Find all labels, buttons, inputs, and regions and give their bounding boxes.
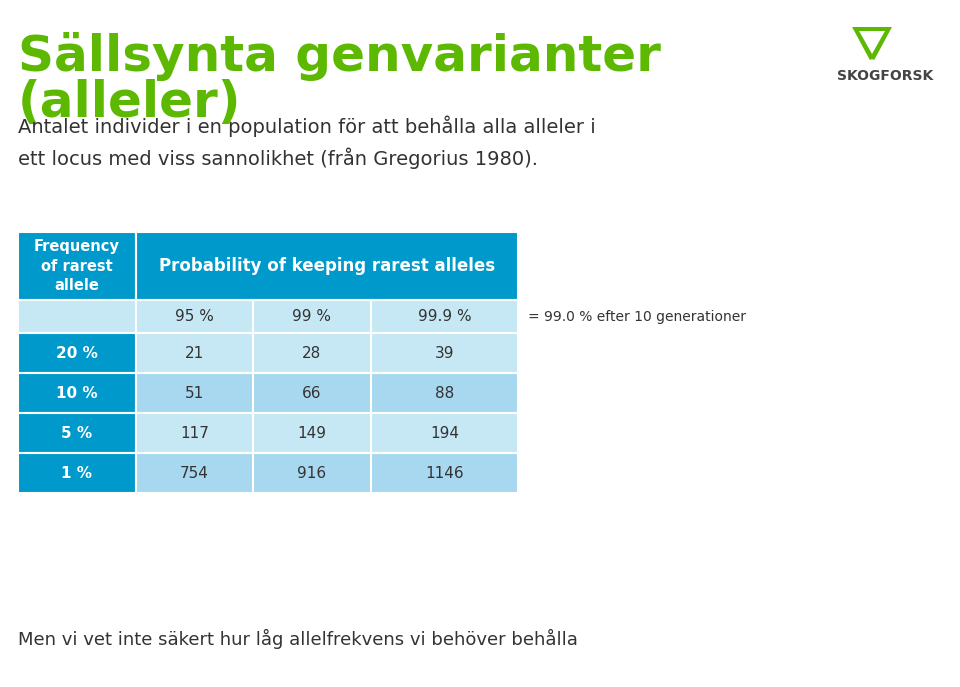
Text: 21: 21: [184, 346, 204, 361]
Text: 149: 149: [298, 425, 326, 440]
Text: 10 %: 10 %: [56, 385, 98, 401]
FancyBboxPatch shape: [135, 453, 253, 493]
Text: 20 %: 20 %: [56, 346, 98, 361]
Text: 99.9 %: 99.9 %: [418, 309, 471, 324]
FancyBboxPatch shape: [371, 300, 518, 333]
Text: 1146: 1146: [425, 466, 464, 480]
Text: 39: 39: [435, 346, 454, 361]
FancyBboxPatch shape: [18, 333, 135, 373]
Text: 194: 194: [430, 425, 459, 440]
Text: Antalet individer i en population för att behålla alla alleler i
ett locus med v: Antalet individer i en population för at…: [18, 115, 596, 168]
Text: Probability of keeping rarest alleles: Probability of keeping rarest alleles: [158, 257, 495, 275]
FancyBboxPatch shape: [18, 300, 135, 333]
FancyBboxPatch shape: [371, 413, 518, 453]
FancyBboxPatch shape: [253, 413, 371, 453]
FancyBboxPatch shape: [18, 413, 135, 453]
FancyBboxPatch shape: [253, 333, 371, 373]
Text: Sällsynta genvarianter: Sällsynta genvarianter: [18, 32, 660, 81]
Circle shape: [868, 60, 876, 68]
FancyBboxPatch shape: [253, 373, 371, 413]
Text: Frequency
of rarest
allele: Frequency of rarest allele: [34, 238, 120, 293]
Text: 88: 88: [435, 385, 454, 401]
Text: Men vi vet inte säkert hur låg allelfrekvens vi behöver behålla: Men vi vet inte säkert hur låg allelfrek…: [18, 629, 578, 649]
Text: 28: 28: [302, 346, 322, 361]
Text: 117: 117: [180, 425, 208, 440]
Text: SKOGFORSK: SKOGFORSK: [837, 69, 933, 83]
FancyBboxPatch shape: [135, 300, 253, 333]
Text: 1 %: 1 %: [61, 466, 92, 480]
FancyBboxPatch shape: [371, 373, 518, 413]
FancyBboxPatch shape: [253, 453, 371, 493]
Text: 95 %: 95 %: [175, 309, 214, 324]
FancyBboxPatch shape: [135, 413, 253, 453]
Text: 51: 51: [184, 385, 204, 401]
Polygon shape: [852, 27, 892, 64]
FancyBboxPatch shape: [135, 373, 253, 413]
FancyBboxPatch shape: [253, 300, 371, 333]
Text: (alleler): (alleler): [18, 79, 241, 127]
Text: 5 %: 5 %: [61, 425, 92, 440]
Text: = 99.0 % efter 10 generationer: = 99.0 % efter 10 generationer: [528, 310, 746, 324]
FancyBboxPatch shape: [18, 232, 135, 300]
FancyBboxPatch shape: [18, 373, 135, 413]
FancyBboxPatch shape: [371, 453, 518, 493]
Text: 66: 66: [302, 385, 322, 401]
FancyBboxPatch shape: [18, 453, 135, 493]
Text: 754: 754: [180, 466, 208, 480]
Text: 916: 916: [298, 466, 326, 480]
FancyBboxPatch shape: [371, 333, 518, 373]
Text: 99 %: 99 %: [293, 309, 331, 324]
Polygon shape: [859, 31, 885, 54]
FancyBboxPatch shape: [135, 333, 253, 373]
FancyBboxPatch shape: [135, 232, 518, 300]
